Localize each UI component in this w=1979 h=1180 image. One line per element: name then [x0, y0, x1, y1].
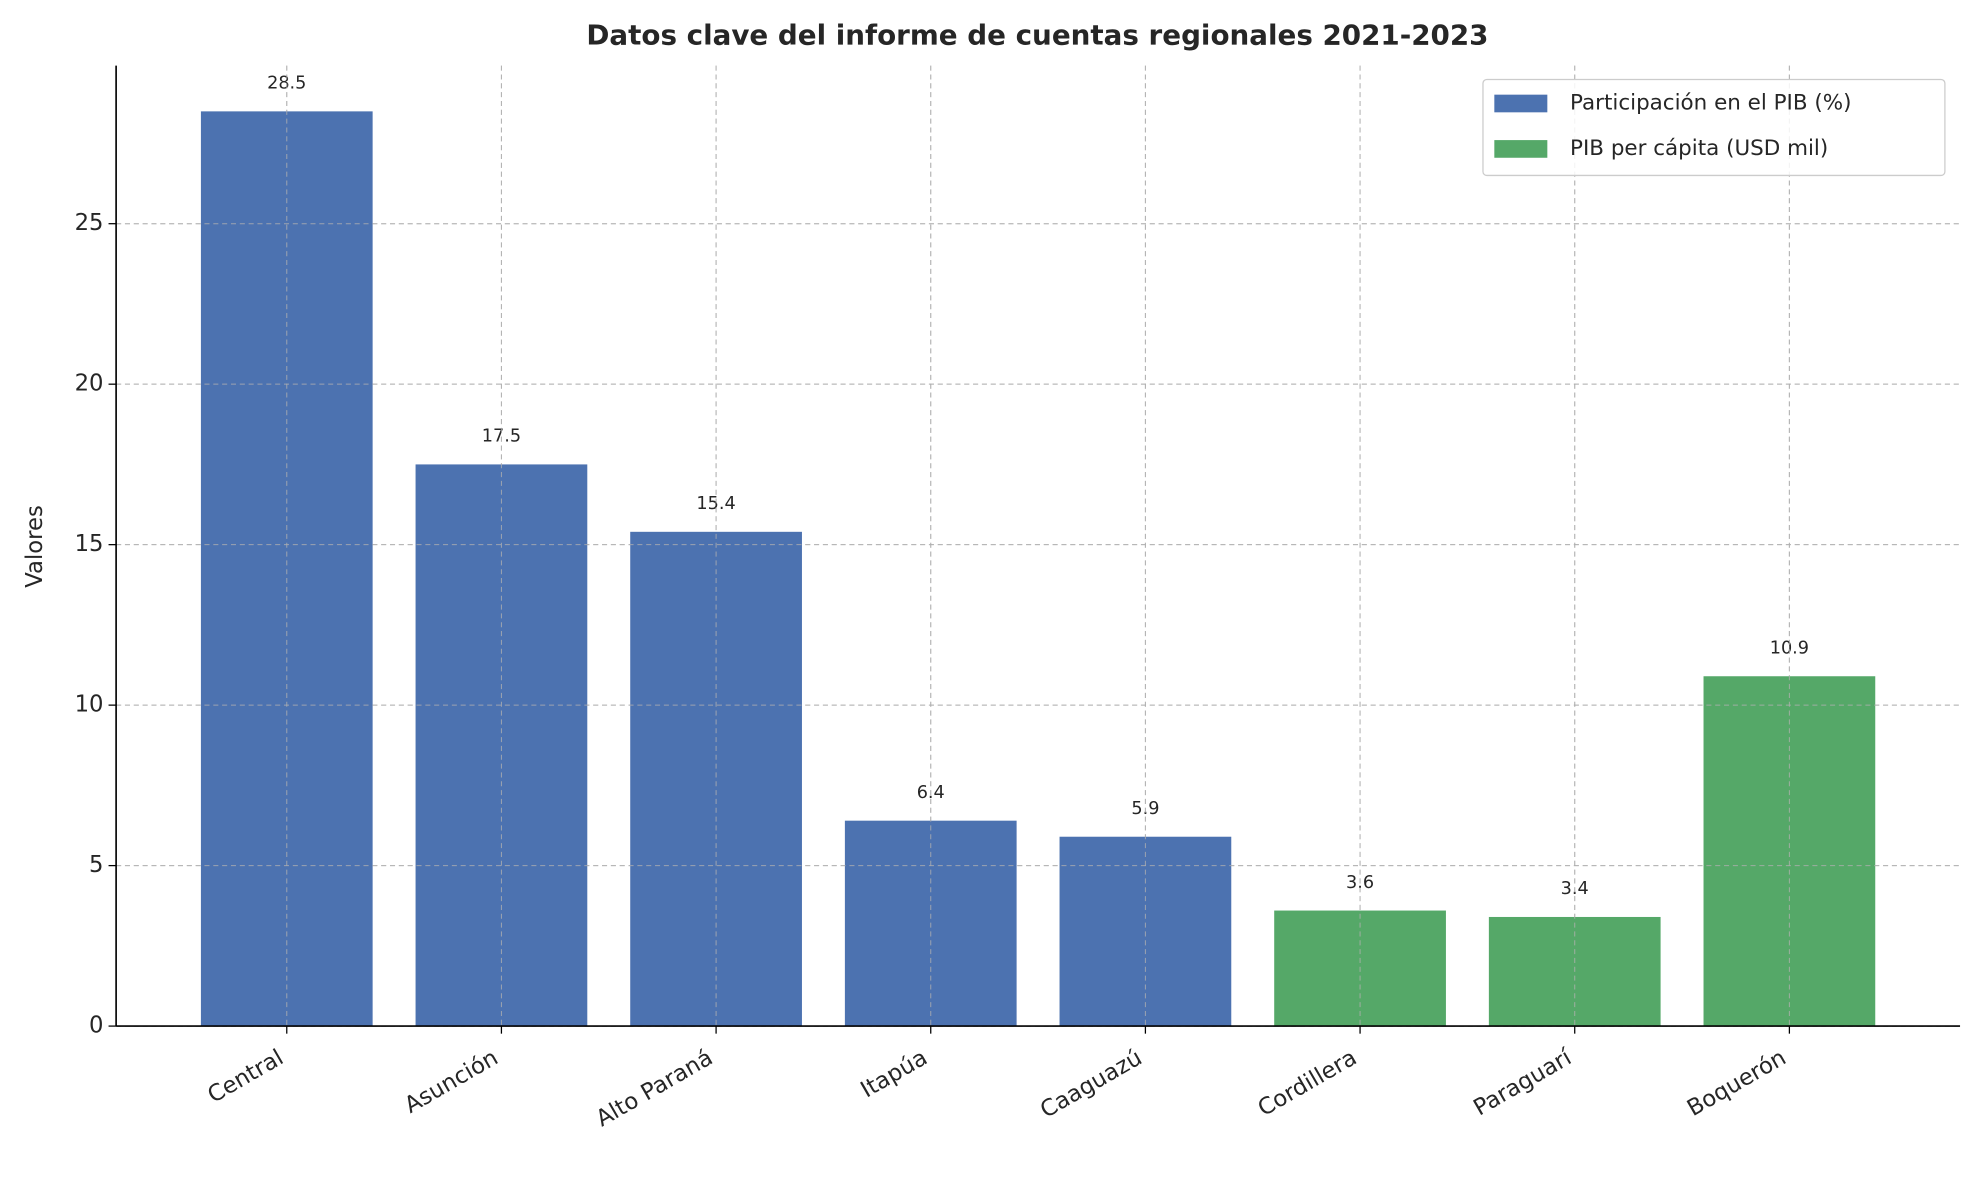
legend-swatch [1494, 140, 1548, 158]
y-tick-label: 5 [89, 852, 103, 878]
x-tick-label: Cordillera [1254, 1045, 1362, 1122]
plot-root: Datos clave del informe de cuentas regio… [22, 19, 1961, 1133]
legend-frame [1482, 78, 1946, 177]
value-label: 15.4 [696, 494, 735, 514]
y-axis-label: Valores [22, 505, 48, 588]
y-tick-label: 0 [89, 1013, 103, 1039]
y-tick-label: 15 [75, 531, 104, 557]
x-tick-label: Asunción [400, 1045, 502, 1119]
value-label: 17.5 [482, 427, 521, 447]
legend: Participación en el PIB (%) PIB per cápit… [1482, 78, 1946, 177]
x-tick-label: Boquerón [1683, 1045, 1791, 1122]
x-tick-label: Itapúa [856, 1045, 932, 1104]
legend-swatch [1494, 94, 1548, 113]
legend-label: PIB per cápita (USD mil) [1570, 136, 1828, 161]
x-tick-label: Central [203, 1045, 288, 1109]
y-tick-label: 10 [75, 692, 104, 718]
x-tick-label: Paraguarí [1469, 1044, 1576, 1121]
x-tick-label: Caaguazú [1036, 1045, 1147, 1124]
legend-label: Participación en el PIB (%) [1570, 90, 1851, 115]
value-label: 10.9 [1770, 638, 1809, 658]
y-tick-label: 25 [75, 210, 104, 236]
y-tick-label: 20 [75, 371, 104, 397]
chart-title: Datos clave del informe de cuentas regio… [586, 19, 1488, 52]
x-tick-label: Alto Paraná [592, 1045, 718, 1133]
